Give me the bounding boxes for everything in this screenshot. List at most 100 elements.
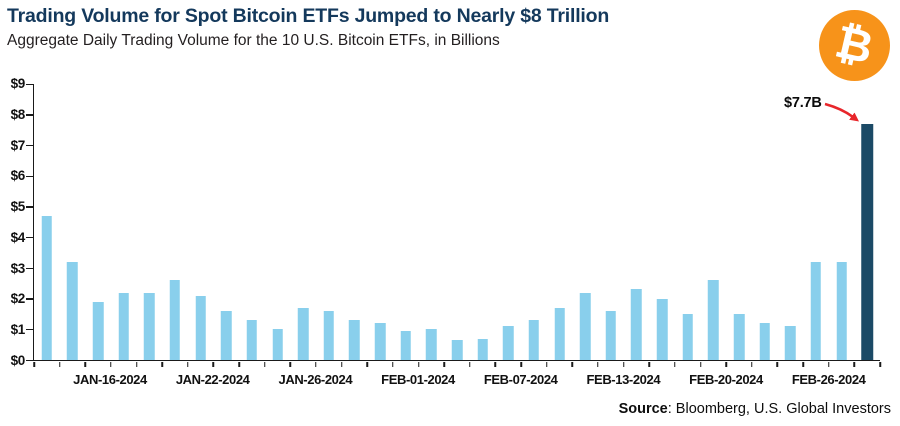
x-axis-tick (315, 361, 317, 367)
x-axis-tick (161, 361, 163, 367)
bar-feb-02-2024 (426, 329, 437, 360)
y-axis-tick (26, 206, 33, 208)
y-axis-label: $4 (10, 229, 26, 245)
x-axis-tick (879, 361, 881, 367)
x-axis-tick (135, 361, 138, 367)
x-axis-label: FEB-07-2024 (483, 372, 558, 387)
bar-jan-26-2024 (297, 307, 309, 360)
annotation-value: $7.7B (784, 95, 822, 111)
x-axis-label: JAN-22-2024 (175, 372, 250, 387)
y-axis-label: $0 (10, 353, 26, 368)
x-axis-tick (110, 361, 112, 367)
bar-feb-08-2024 (528, 320, 540, 360)
y-axis-tick (26, 83, 33, 85)
bar-jan-29-2024 (323, 310, 335, 360)
annotation-arrow-icon (824, 102, 860, 122)
bar-jan-22-2024 (195, 295, 206, 360)
x-axis-tick (417, 361, 420, 367)
bitcoin-icon: ₿ (830, 14, 879, 74)
bar-jan-11-2024 (41, 215, 53, 360)
x-axis-tick (443, 361, 445, 367)
y-axis-tick (26, 328, 33, 331)
bar-feb-06-2024 (477, 338, 488, 360)
bar-feb-15-2024 (656, 298, 668, 360)
x-axis-tick (725, 361, 727, 367)
x-axis-tick (622, 361, 625, 367)
bar-feb-13-2024 (605, 310, 617, 360)
y-axis-label: $3 (10, 260, 26, 276)
bar-feb-28-2024 (861, 123, 873, 360)
bar-jan-31-2024 (374, 323, 386, 360)
x-axis-tick (392, 361, 394, 367)
arrow-shaft (824, 102, 860, 122)
y-axis-label: $6 (10, 168, 26, 184)
x-axis-tick (33, 361, 35, 367)
bitcoin-logo: ₿ (819, 10, 890, 81)
source-note: Source: Bloomberg, U.S. Global Investors (619, 401, 891, 417)
y-axis-label: $1 (10, 322, 26, 338)
x-axis-label: JAN-16-2024 (73, 372, 147, 387)
x-axis-tick (648, 361, 651, 367)
y-axis-tick (26, 114, 33, 116)
y-axis-tick (26, 236, 33, 239)
x-axis-tick (187, 361, 189, 367)
bar-feb-23-2024 (785, 326, 796, 360)
x-axis-tick (289, 361, 292, 367)
x-axis-label: FEB-13-2024 (586, 372, 661, 387)
bar-feb-09-2024 (554, 307, 565, 360)
source-text: : Bloomberg, U.S. Global Investors (667, 401, 891, 417)
x-axis-labels: JAN-16-2024 JAN-22-2024 JAN-26-2024 FEB-01-… (33, 372, 880, 390)
bar-feb-27-2024 (836, 261, 847, 360)
x-axis-label: JAN-26-2024 (278, 372, 353, 387)
y-axis-label: $7 (10, 137, 26, 153)
page-title: Trading Volume for Spot Bitcoin ETFs Jum… (7, 5, 610, 27)
x-axis-tick (571, 361, 574, 367)
x-axis-tick (469, 361, 471, 367)
bar-feb-07-2024 (503, 326, 514, 360)
x-axis-tick (802, 361, 804, 367)
bar-jan-23-2024 (221, 310, 232, 360)
y-axis-tick (26, 298, 33, 300)
x-axis-tick (674, 361, 676, 367)
bar-feb-16-2024 (682, 314, 693, 360)
y-axis-tick (26, 267, 33, 270)
y-axis-label: $8 (10, 106, 26, 122)
x-axis-tick (366, 361, 369, 367)
x-axis-tick (84, 361, 87, 367)
bar-jan-16-2024 (92, 301, 104, 360)
bar-jan-17-2024 (118, 292, 129, 360)
bar-feb-21-2024 (733, 314, 745, 360)
x-axis-label: FEB-01-2024 (381, 372, 455, 387)
source-label: Source (618, 401, 668, 417)
x-axis-tick (597, 361, 599, 367)
page-subtitle: Aggregate Daily Trading Volume for the 1… (7, 32, 500, 49)
x-axis-tick (58, 361, 61, 367)
y-axis-tick (26, 144, 33, 147)
x-axis-tick (853, 361, 856, 367)
plot-area (26, 83, 881, 367)
bar-feb-05-2024 (451, 340, 463, 360)
bar-feb-01-2024 (400, 330, 411, 360)
x-axis-tick (238, 361, 240, 367)
bar-feb-22-2024 (759, 323, 770, 360)
x-axis-tick (751, 361, 753, 367)
bar-jan-12-2024 (67, 261, 78, 360)
bar-jan-18-2024 (144, 292, 155, 360)
x-axis-tick (212, 361, 215, 367)
y-axis-labels: $0 $1 $2 $3 $4 $5 $6 $7 $8 $9 (0, 76, 27, 368)
bar-feb-12-2024 (579, 292, 591, 360)
x-axis-label: FEB-26-2024 (791, 372, 866, 387)
bar-feb-14-2024 (631, 289, 642, 360)
x-axis-tick (520, 361, 522, 367)
x-axis-tick (263, 361, 266, 367)
bar-feb-26-2024 (810, 261, 822, 360)
bar-feb-20-2024 (708, 280, 719, 360)
x-axis-tick (827, 361, 830, 367)
x-axis-tick (699, 361, 702, 367)
x-axis-tick (776, 361, 779, 367)
y-axis-label: $5 (10, 199, 26, 215)
bar-jan-19-2024 (169, 280, 181, 360)
y-axis-tick (26, 359, 33, 361)
bar-jan-30-2024 (349, 320, 360, 360)
